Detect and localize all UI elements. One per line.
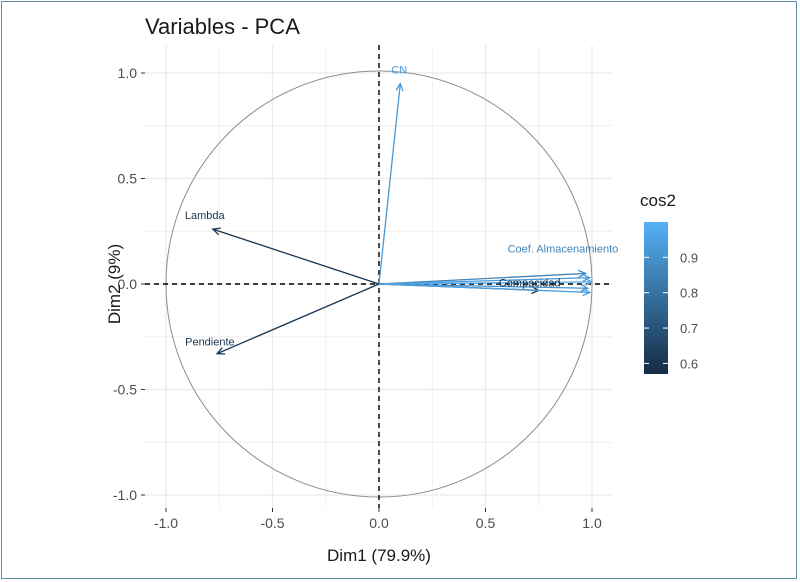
variable-arrow <box>378 272 586 285</box>
variable-arrow <box>378 283 590 294</box>
variable-arrowhead <box>577 269 588 278</box>
variable-label: Compacidad <box>499 277 561 289</box>
y-tick-label: -0.5 <box>113 382 137 398</box>
legend-title: cos2 <box>640 191 676 210</box>
legend-tick-label: 0.7 <box>680 321 698 336</box>
chart-title: Variables - PCA <box>145 14 300 39</box>
variable-label: Coef. Almacenamiento <box>508 243 619 255</box>
variable-arrowhead <box>215 347 226 355</box>
legend-tick-label: 0.8 <box>680 286 698 301</box>
y-tick-label: 1.0 <box>118 65 138 81</box>
x-tick-label: 1.0 <box>582 515 602 531</box>
variable-arrow <box>378 277 590 285</box>
variable-arrowhead <box>395 82 404 92</box>
variable-label: Lambda <box>185 210 226 222</box>
variable-arrow <box>378 283 588 289</box>
variable-arrowhead <box>211 227 221 236</box>
variable-label: Pendiente <box>185 337 235 349</box>
y-tick-label: 0.0 <box>118 276 138 292</box>
variable-arrowhead <box>584 277 594 287</box>
variable-label: CN <box>391 65 407 77</box>
x-axis-ticks: -1.0 -0.5 0.0 0.5 1.0 <box>154 508 602 531</box>
legend: cos2 0.6 0.7 0.8 0.9 <box>640 191 698 374</box>
variable-labels: CN Lambda Pendiente Compacidad Coef. Almacen… <box>185 65 618 349</box>
variable-arrowhead <box>582 288 592 297</box>
variable-arrow <box>216 283 380 355</box>
y-axis-ticks: -1.0 -0.5 0.0 0.5 1.0 <box>113 65 145 503</box>
x-tick-label: -0.5 <box>260 515 284 531</box>
legend-ticks: 0.6 0.7 0.8 0.9 <box>644 250 698 371</box>
x-tick-label: 0.5 <box>476 515 496 531</box>
variable-arrows <box>211 82 594 355</box>
x-axis-label: Dim1 (79.9%) <box>327 546 431 565</box>
y-axis-label: Dim2 (9%) <box>105 244 124 324</box>
variable-arrowhead <box>580 284 590 293</box>
legend-tick-label: 0.6 <box>680 356 698 371</box>
y-tick-label: 0.5 <box>118 171 138 187</box>
x-tick-label: -1.0 <box>154 515 178 531</box>
variable-arrowhead <box>582 273 592 282</box>
legend-colorbar <box>644 222 668 374</box>
legend-tick-label: 0.9 <box>680 250 698 265</box>
variable-arrow <box>212 228 380 285</box>
y-tick-label: -1.0 <box>113 487 137 503</box>
variable-arrow <box>378 83 401 285</box>
x-tick-label: 0.0 <box>369 515 389 531</box>
variable-arrow <box>378 281 593 285</box>
